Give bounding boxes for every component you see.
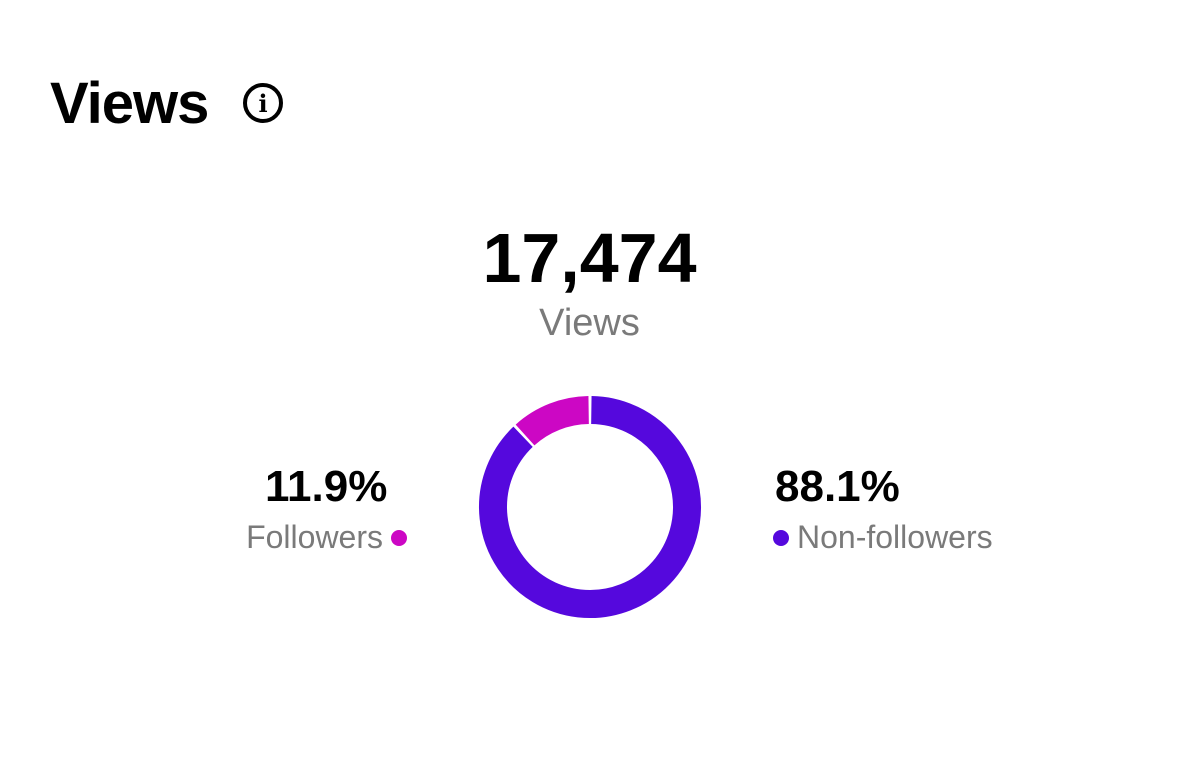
donut-slice-non-followers [479, 396, 701, 618]
section-title: Views [50, 71, 209, 136]
followers-percent: 11.9% [265, 462, 388, 511]
followers-dot-icon [391, 529, 407, 546]
donut-slice-followers [515, 396, 590, 446]
non-followers-dot-icon [773, 529, 789, 546]
non-followers-label: Non-followers [797, 519, 993, 555]
donut-chart [479, 396, 701, 618]
info-icon[interactable]: i [243, 83, 283, 123]
followers-legend: Followers [246, 519, 407, 556]
followers-label: Followers [246, 519, 383, 555]
non-followers-percent: 88.1% [775, 462, 900, 511]
total-views-label: Views [539, 302, 640, 344]
non-followers-legend: Non-followers [773, 519, 993, 556]
total-views-value: 17,474 [482, 219, 697, 297]
